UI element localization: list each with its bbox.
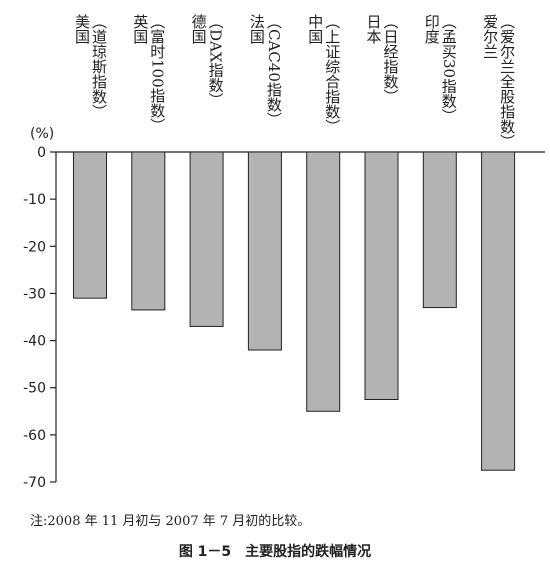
category-name-label: 印度 [423, 14, 441, 44]
category-index-label: （日经指数） [382, 14, 400, 104]
category-name-label: 爱尔兰 [481, 14, 499, 59]
y-tick-label: -20 [23, 239, 46, 255]
y-tick-label: -70 [23, 475, 46, 491]
category-name-label: 美国 [73, 14, 91, 44]
bar-chart: (%) 0 -10 -20 -30 -40 -50 -60 -70 美国 （道琼斯指数） 英国 （富时… [23, 13, 545, 491]
y-tick-label: -40 [23, 334, 46, 350]
chart-note: 注:2008 年 11 月初与 2007 年 7 月初的比较。 [30, 514, 311, 529]
category-name-label: 德国 [190, 13, 208, 44]
y-tick-label: -30 [23, 286, 46, 302]
figure-caption: 图 1－5 主要股指的跌幅情况 [178, 544, 372, 560]
category-index-label: （富时100指数） [148, 14, 166, 133]
category-index-label: （DAX指数） [207, 14, 225, 108]
category-name-label: 法国 [248, 14, 266, 44]
category-index-label: （道琼斯指数） [90, 14, 108, 119]
y-tick-label: -50 [23, 381, 46, 397]
category-index-label: （爱尔兰全股指数） [498, 14, 516, 149]
y-unit-label: (%) [30, 126, 54, 142]
bar [422, 151, 457, 309]
category-name-label: 英国 [131, 13, 149, 44]
category-labels: 美国 （道琼斯指数） 英国 （富时100指数） 德国 （DAX指数） 法国 （CAC40指数）… [73, 13, 516, 149]
bar [364, 151, 399, 400]
category-index-label: （CAC40指数） [265, 14, 283, 127]
y-tick-label: -60 [23, 428, 46, 444]
bars [73, 151, 516, 471]
y-tick-label: 0 [37, 145, 46, 161]
bar [247, 151, 282, 351]
bar [189, 151, 224, 327]
category-index-label: （上证综合指数） [323, 14, 341, 134]
category-name-label: 日本 [365, 14, 383, 44]
bar [131, 151, 166, 311]
category-name-label: 中国 [306, 14, 324, 44]
bar [306, 151, 341, 412]
y-tick-label: -10 [23, 192, 46, 208]
bar [73, 151, 107, 299]
category-index-label: （孟买30指数） [440, 14, 458, 123]
bar [481, 151, 516, 471]
